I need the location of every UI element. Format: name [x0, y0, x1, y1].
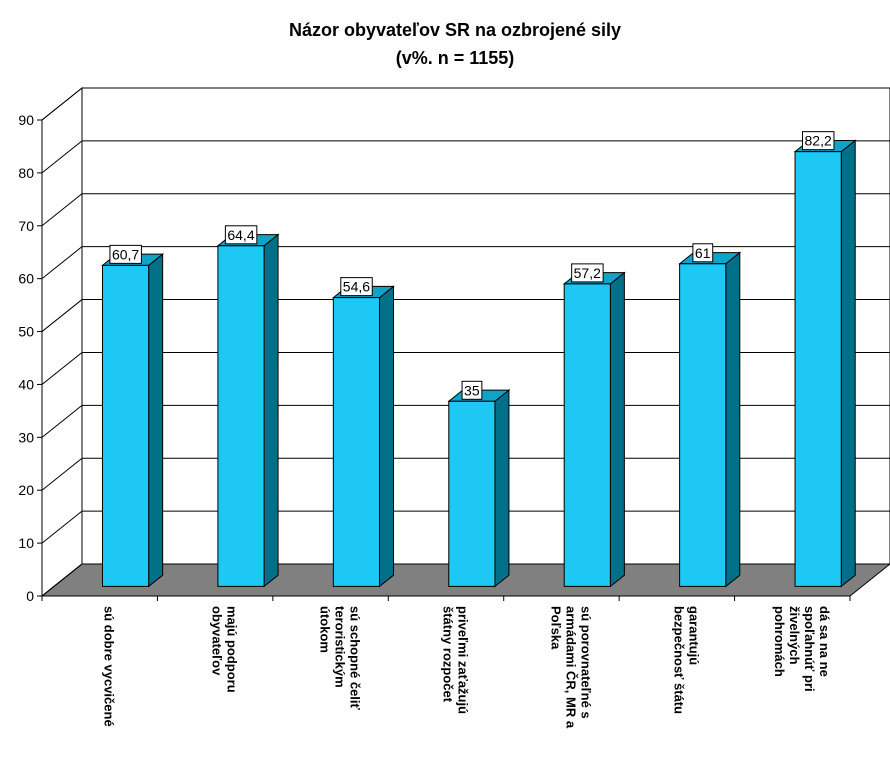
- bar: [216, 233, 280, 588]
- y-tick-label: 20: [18, 482, 34, 498]
- x-tick-label: priveľmi zaťažujú: [456, 606, 471, 714]
- bar-side: [263, 233, 279, 588]
- x-tick-label: dá sa na ne: [817, 606, 832, 677]
- value-label: 61: [695, 245, 711, 261]
- y-tick-label: 60: [18, 271, 34, 287]
- bar: [447, 389, 511, 588]
- x-tick-label: garantujú: [686, 606, 701, 665]
- grid-line: [41, 299, 890, 332]
- bar-front: [448, 400, 496, 587]
- x-tick-label: obyvateľov: [210, 606, 225, 676]
- value-label-box: [802, 131, 835, 151]
- bar-side: [148, 253, 164, 588]
- bar-side: [725, 251, 741, 588]
- grid-line: [41, 140, 890, 174]
- x-tick-label: sú porovnateľné s: [578, 606, 593, 719]
- bar-front: [101, 264, 150, 587]
- bar: [101, 253, 165, 588]
- value-label-box: [461, 380, 483, 400]
- y-tick-label: 30: [18, 429, 34, 445]
- x-tick-label: sú schopné čeliť: [348, 606, 363, 711]
- x-tick-label: štátny rozpočet: [441, 606, 456, 703]
- x-tick-label: živelných: [787, 606, 802, 665]
- y-tick-label: 0: [26, 588, 34, 604]
- bar-front: [794, 151, 842, 587]
- x-tick-label: teroristickým: [333, 606, 348, 688]
- x-tick-label: Poľska: [548, 606, 563, 650]
- bar-front: [679, 263, 727, 587]
- side-wall: [41, 86, 83, 598]
- value-label-box: [340, 277, 373, 297]
- y-tick-label: 70: [18, 218, 34, 234]
- y-tick-label: 80: [18, 165, 34, 181]
- bar: [793, 139, 857, 588]
- bar-front: [332, 297, 381, 587]
- value-label-box: [224, 225, 258, 245]
- grid-line: [41, 87, 890, 121]
- value-label: 82,2: [805, 133, 832, 149]
- chart-subtitle: (v%. n = 1155): [396, 48, 515, 68]
- bar-side: [379, 285, 395, 588]
- x-tick-label: útokom: [318, 606, 333, 653]
- x-tick-label: sú dobre vycvičené: [102, 606, 117, 727]
- chart-title: Názor obyvateľov SR na ozbrojené sily: [289, 20, 621, 40]
- bar: [331, 285, 395, 588]
- grid-line: [41, 193, 890, 227]
- y-tick-label: 10: [18, 535, 34, 551]
- grid-line: [41, 351, 890, 385]
- x-tick-label: majú podporu: [225, 606, 240, 693]
- grid-line: [41, 246, 890, 280]
- x-tick-label: pohromách: [772, 606, 787, 677]
- x-tick-label: spoľahnúť pri: [802, 606, 817, 692]
- x-tick-label: bezpečnosť štátu: [671, 606, 686, 714]
- x-tick-label: armádami ČR, MR a: [563, 606, 578, 729]
- value-label: 57,2: [574, 265, 601, 281]
- bar-front: [217, 245, 265, 587]
- value-label: 64,4: [227, 227, 254, 243]
- bar: [562, 271, 626, 588]
- value-label-box: [571, 263, 604, 283]
- bar-front: [563, 283, 611, 587]
- value-label: 35: [464, 382, 480, 398]
- value-label: 54,6: [343, 279, 370, 295]
- y-tick-label: 90: [18, 112, 34, 128]
- bar: [678, 251, 742, 588]
- bar-side: [840, 139, 856, 588]
- y-tick-label: 40: [18, 376, 34, 392]
- y-tick-label: 50: [18, 324, 34, 340]
- value-label-box: [692, 243, 714, 263]
- value-label: 60,7: [112, 246, 139, 262]
- value-label-box: [109, 244, 142, 264]
- bar-side: [494, 389, 510, 588]
- bar-side: [609, 271, 625, 588]
